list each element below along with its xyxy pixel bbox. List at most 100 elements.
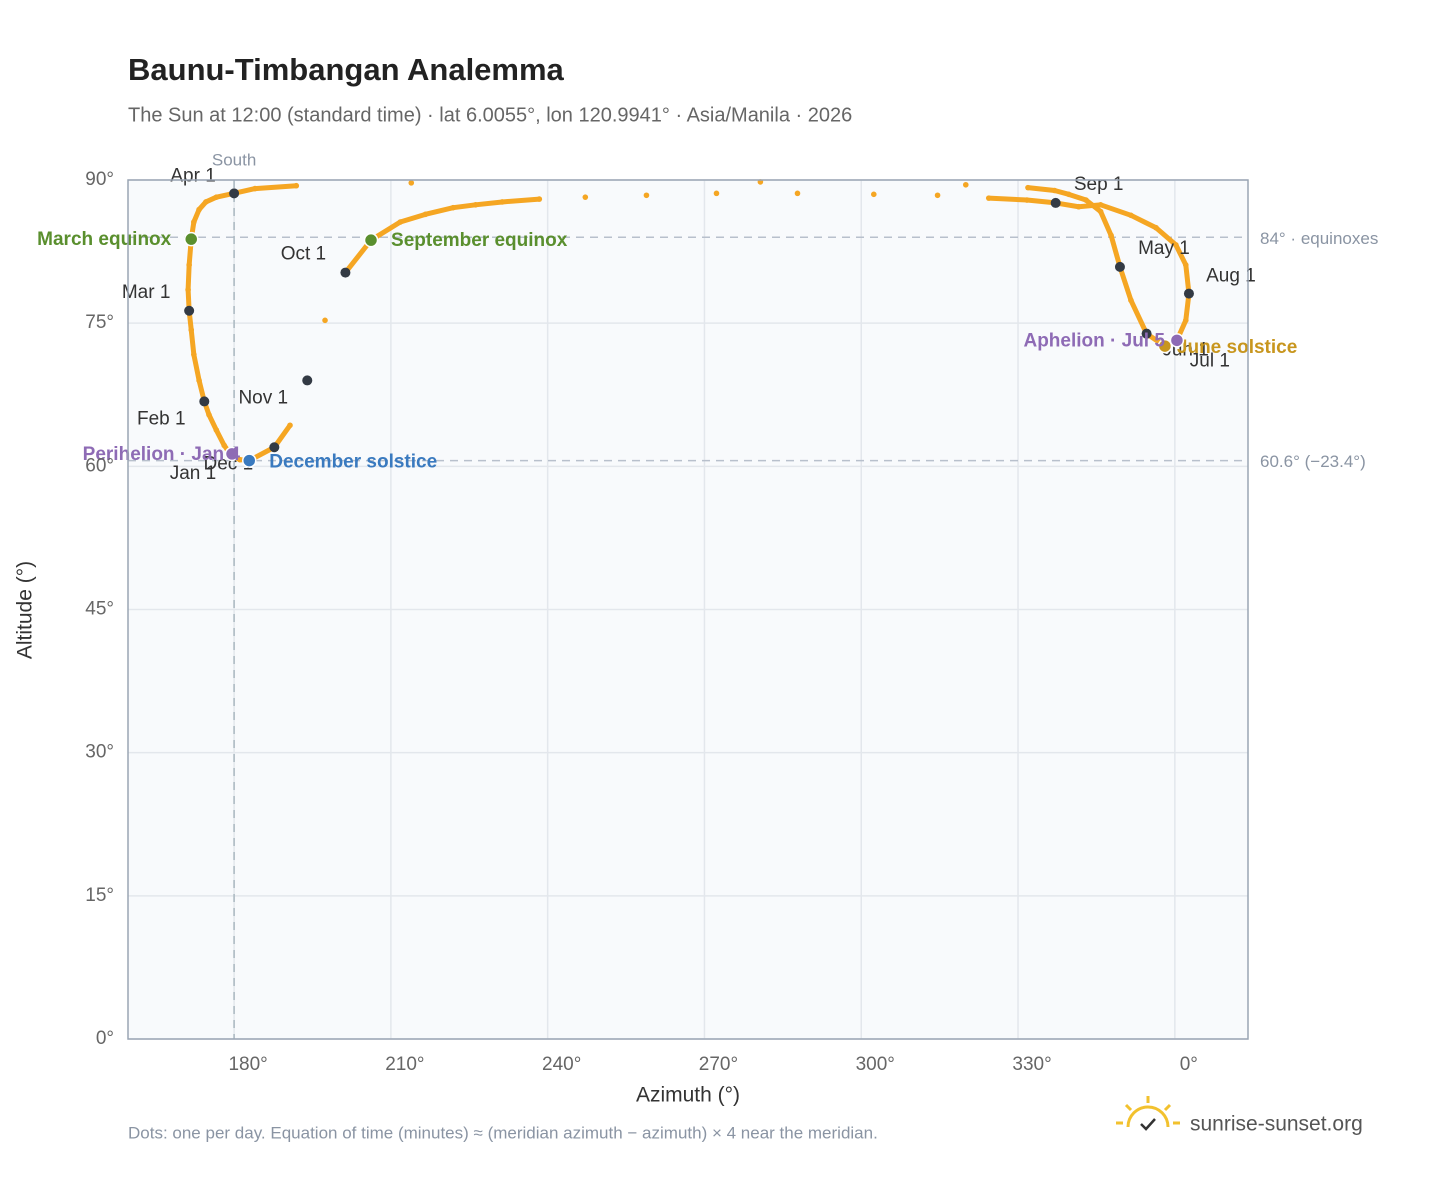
month-label: Oct 1 [281, 244, 326, 265]
day-dot [1075, 203, 1082, 210]
x-axis-title: Azimuth (°) [636, 1084, 740, 1107]
day-dot [213, 427, 220, 433]
day-dot [536, 196, 543, 202]
day-dot [191, 351, 197, 358]
analemma-segment [252, 183, 299, 192]
analemma-segment [473, 199, 505, 208]
y-tick-label: 15° [85, 885, 114, 906]
month-marker [269, 442, 280, 453]
month-label: Apr 1 [170, 165, 215, 186]
day-dot [934, 192, 941, 199]
x-tick-label: 240° [542, 1054, 581, 1075]
day-dot [643, 192, 650, 199]
analemma-segment [1025, 185, 1058, 193]
day-dot [1128, 212, 1134, 219]
month-label: Feb 1 [137, 408, 186, 429]
day-dot [206, 411, 212, 418]
day-dot [191, 219, 197, 225]
event-marker [242, 453, 257, 468]
x-tick-label: 180° [228, 1054, 267, 1075]
analemma-segment [1066, 191, 1089, 203]
x-tick-label: 300° [856, 1054, 895, 1075]
event-marker [183, 231, 199, 247]
analemma-segment [1076, 202, 1104, 210]
day-dot [408, 180, 415, 186]
day-dot [1183, 317, 1189, 324]
analemma-segment [499, 196, 542, 205]
y-tick-label: 30° [85, 742, 114, 763]
event-marker [363, 232, 379, 248]
day-dot [1051, 187, 1058, 194]
day-dot [1173, 242, 1179, 248]
plot-frame [127, 179, 1249, 1040]
analemma-segment [1128, 212, 1159, 231]
analemma-segment [191, 352, 202, 383]
month-label: Nov 1 [238, 387, 288, 408]
day-dot [472, 202, 479, 208]
day-dot [985, 195, 992, 201]
footnote: Dots: one per day. Equation of time (min… [128, 1123, 878, 1142]
analemma-segment [1098, 202, 1134, 218]
analemma-segment [422, 205, 456, 217]
month-label: Jan 1 [170, 463, 216, 484]
day-dot [1183, 262, 1189, 268]
meridian-label: South [212, 150, 256, 169]
month-marker [1114, 261, 1125, 272]
analemma-segment [185, 262, 192, 293]
month-marker [1050, 197, 1061, 208]
y-tick-label: 0° [96, 1028, 114, 1049]
month-label: May 1 [1138, 238, 1190, 259]
y-tick-label: 75° [85, 312, 114, 333]
analemma-segment [397, 211, 428, 225]
event-label: March equinox [37, 229, 172, 250]
x-tick-label: 270° [699, 1054, 738, 1075]
month-marker [184, 305, 195, 316]
day-dot [713, 190, 720, 197]
y-tick-label: 45° [85, 599, 114, 620]
day-dot [397, 219, 404, 225]
day-dot [287, 422, 293, 429]
month-label: Aug 1 [1206, 266, 1256, 287]
analemma-segment [1128, 297, 1150, 337]
event-label: June solstice [1177, 337, 1297, 358]
reference-label: 60.6° (−23.4°) [1260, 452, 1366, 471]
day-dot [582, 194, 589, 200]
day-dot [870, 191, 877, 198]
month-marker [1141, 328, 1152, 339]
day-dot [322, 317, 328, 324]
month-marker [302, 375, 313, 386]
month-marker [1183, 288, 1194, 299]
day-dot [213, 194, 220, 200]
event-label: September equinox [391, 230, 568, 251]
month-label: Mar 1 [122, 282, 171, 303]
day-dot [252, 185, 258, 192]
analemma-segment [1098, 208, 1114, 238]
month-label: Dec 1 [204, 453, 254, 474]
month-marker [229, 188, 240, 199]
analemma-segment [206, 412, 219, 433]
reference-label: 84° · equinoxes [1260, 229, 1378, 248]
event-label: Aphelion · Jul 5 [1023, 330, 1165, 351]
day-dot [450, 204, 456, 211]
x-tick-label: 210° [385, 1054, 424, 1075]
day-dot [1083, 197, 1089, 203]
event-label: December solstice [269, 452, 437, 473]
event-marker [224, 446, 240, 462]
analemma-segment [1108, 232, 1123, 270]
event-marker [1169, 333, 1185, 348]
month-marker [340, 267, 351, 278]
day-dot [1024, 197, 1030, 203]
y-tick-label: 60° [85, 455, 114, 476]
day-dot [1065, 191, 1072, 198]
month-label: Jul 1 [1190, 350, 1230, 371]
x-tick-label: 330° [1012, 1054, 1051, 1075]
day-dot [1097, 202, 1104, 208]
day-dot [1097, 208, 1104, 215]
x-tick-label: 0° [1180, 1054, 1198, 1075]
brand-name: sunrise-sunset.org [1190, 1113, 1363, 1136]
month-marker [199, 396, 210, 407]
month-label: Sep 1 [1074, 174, 1124, 195]
day-dot [1128, 297, 1134, 304]
analemma-segment [1173, 242, 1189, 268]
